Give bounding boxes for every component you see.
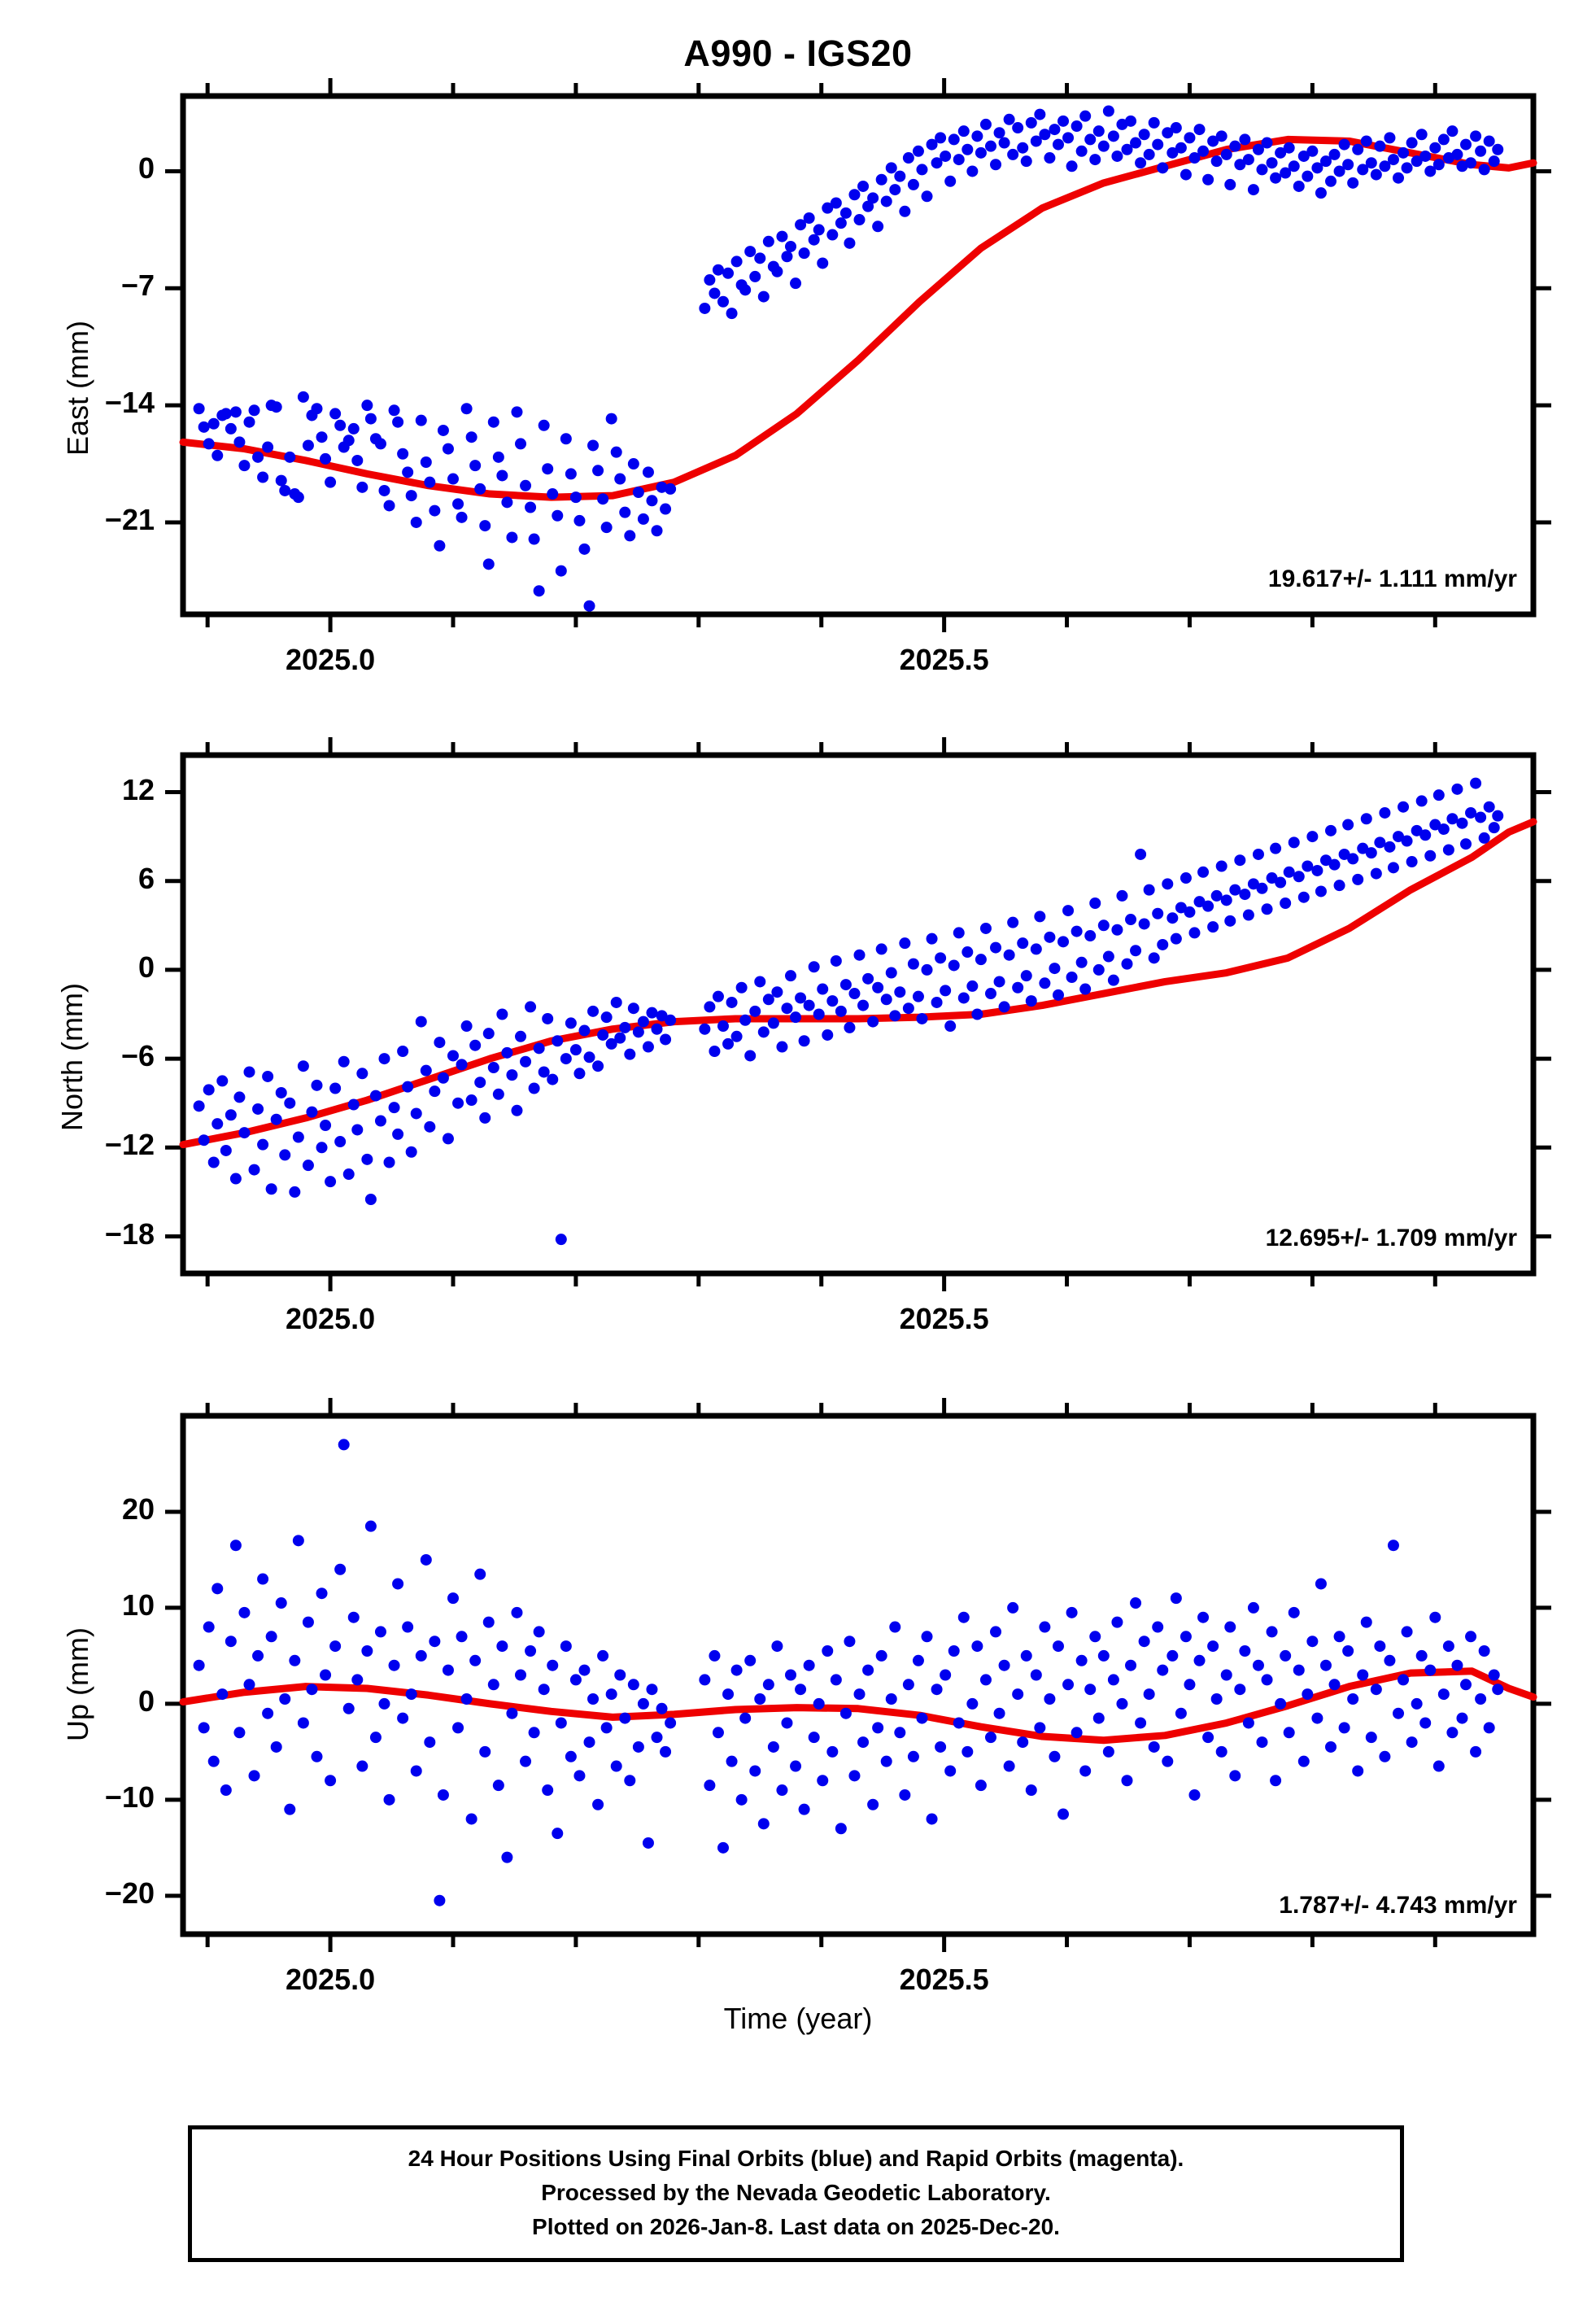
y-tick-label: −14 (104, 386, 155, 420)
footer-note-box: 24 Hour Positions Using Final Orbits (bl… (188, 2125, 1404, 2262)
y-tick-label: 0 (137, 1684, 155, 1718)
footer-line-3: Plotted on 2026-Jan-8. Last data on 2025… (532, 2214, 1060, 2239)
y-tick-label: 0 (137, 950, 155, 984)
panel-north (165, 737, 1551, 1291)
plot-area-north (165, 737, 1551, 1291)
panel-north-rate-annotation: 12.695+/- 1.709 mm/yr (1265, 1225, 1517, 1251)
panel-up (165, 1398, 1551, 1952)
y-tick-label: −20 (104, 1876, 155, 1910)
x-tick-label: 2025.0 (286, 643, 376, 676)
panel-east-rate-annotation: 19.617+/- 1.111 mm/yr (1267, 566, 1517, 592)
y-tick-label: −18 (104, 1216, 155, 1251)
x-tick-label: 2025.5 (899, 1302, 989, 1335)
x-axis-label: Time (year) (723, 2002, 873, 2035)
fit-line (179, 818, 1537, 1149)
plot-frame (180, 752, 1537, 1277)
y-tick-label: 20 (121, 1491, 155, 1526)
page-title: A990 - IGS20 (683, 33, 913, 74)
plot-frame (180, 1413, 1537, 1937)
x-tick-label: 2025.5 (899, 643, 989, 676)
y-tick-label: 12 (121, 772, 155, 806)
x-tick-label: 2025.0 (286, 1302, 376, 1335)
x-tick-label: 2025.0 (286, 1963, 376, 1996)
y-tick-label: 6 (137, 861, 155, 895)
footer-line-2: Processed by the Nevada Geodetic Laborat… (541, 2180, 1051, 2205)
x-tick-label: 2025.5 (899, 1963, 989, 1996)
y-tick-label: 10 (121, 1588, 155, 1622)
panel-up-rate-annotation: 1.787+/- 4.743 mm/yr (1279, 1892, 1517, 1919)
y-tick-label: −12 (104, 1128, 155, 1162)
y-tick-label: −7 (120, 269, 155, 303)
y-tick-label: −21 (104, 502, 155, 536)
y-tick-label: −6 (120, 1039, 155, 1073)
footer-line-1: 24 Hour Positions Using Final Orbits (bl… (408, 2146, 1184, 2171)
plot-area-east (165, 78, 1551, 632)
y-tick-label: −10 (104, 1780, 155, 1814)
y-tick-label: 0 (137, 151, 155, 186)
panel-east (165, 78, 1551, 632)
fit-line (179, 135, 1537, 501)
plot-area-up (165, 1398, 1551, 1952)
fit-line (179, 1667, 1537, 1745)
